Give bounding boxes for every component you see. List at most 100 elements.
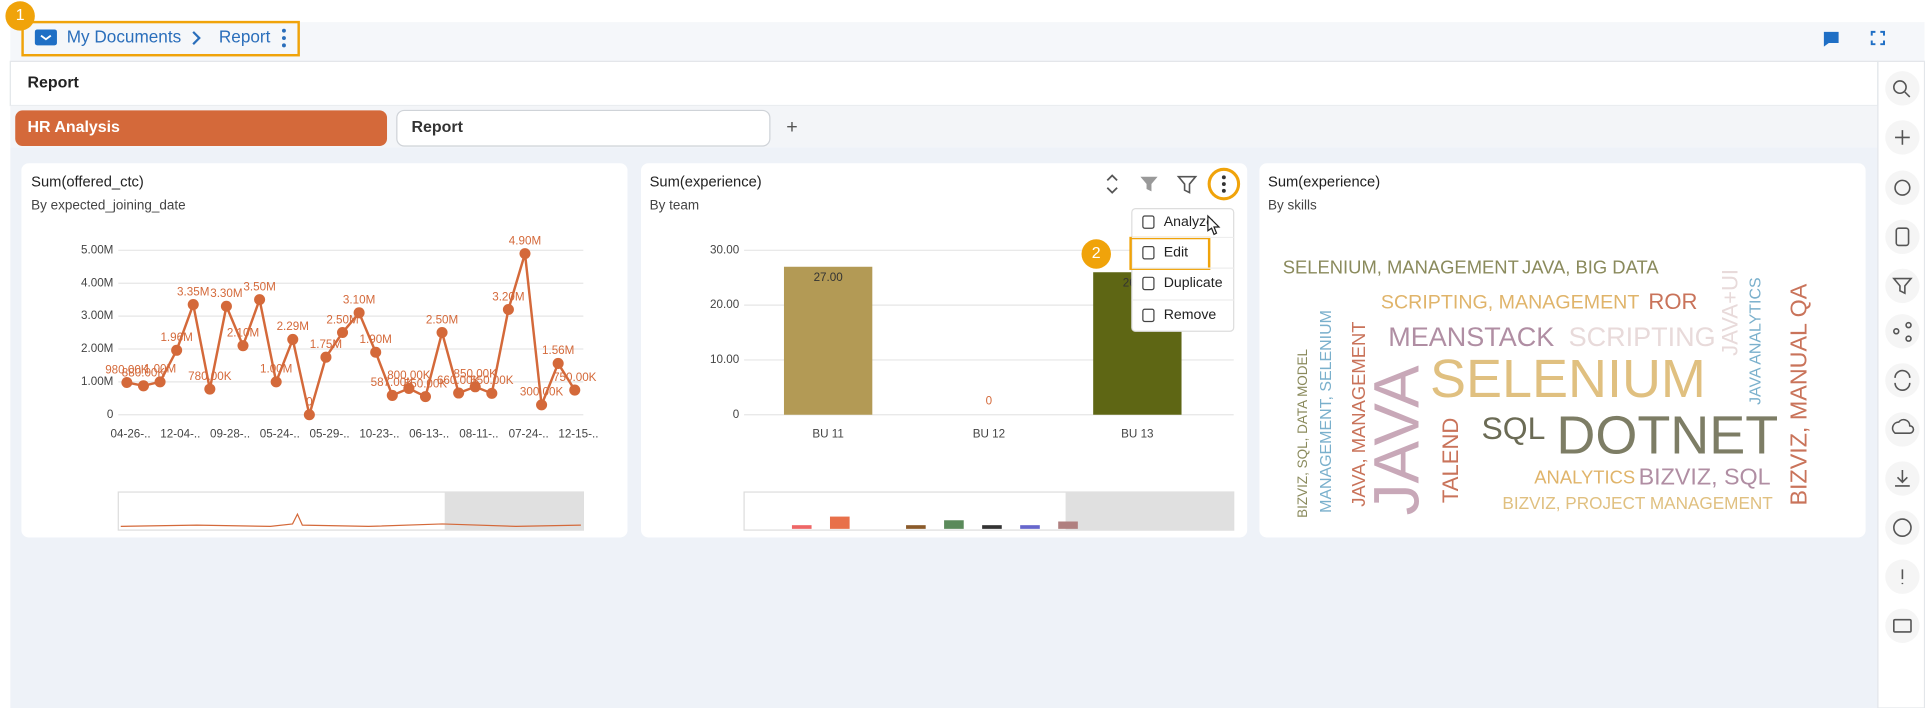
data-label: 0 xyxy=(986,394,993,407)
point xyxy=(220,300,232,312)
word: JAVA xyxy=(1361,365,1433,516)
data-label: 2.10M xyxy=(227,326,259,339)
y-tick-label: 30.00 xyxy=(710,243,740,256)
menu-item[interactable]: Analyze xyxy=(1164,213,1214,229)
badge-label: 1 xyxy=(16,7,25,24)
point xyxy=(469,381,481,393)
point xyxy=(419,391,431,403)
overlay: Analyze Edit Duplicate Remove 2 xyxy=(1081,207,1235,332)
breadcrumb-root[interactable]: My Documents xyxy=(67,27,181,47)
point xyxy=(386,389,398,401)
point xyxy=(187,299,199,311)
line xyxy=(126,253,576,416)
filter-view-icon[interactable] xyxy=(1140,176,1158,192)
data-label: 1.96M xyxy=(160,331,192,344)
widget xyxy=(21,163,628,538)
highlight-box xyxy=(21,20,300,57)
point xyxy=(121,376,133,389)
add-tab[interactable]: + xyxy=(786,116,797,138)
point xyxy=(370,346,382,358)
word: ROR xyxy=(1648,289,1697,314)
data-label: 3.50M xyxy=(243,280,275,293)
filter-icon[interactable] xyxy=(1176,175,1198,194)
widget-title: Sum(experience) xyxy=(650,175,762,191)
word: SCRIPTING, MANAGEMENT xyxy=(1381,291,1639,313)
point xyxy=(436,327,448,339)
data-label: 1.00M xyxy=(260,363,292,376)
navigator-line xyxy=(120,512,581,528)
data-label: 850.00K xyxy=(454,368,498,381)
top-bar xyxy=(10,22,1925,62)
point xyxy=(303,409,315,421)
data-label: 4.90M xyxy=(509,234,541,247)
menu-item[interactable]: Edit xyxy=(1164,244,1188,260)
y-tick-label: 20.00 xyxy=(710,298,740,311)
menu-icon xyxy=(1142,246,1155,260)
data-label: 27.00 xyxy=(814,271,844,284)
point xyxy=(536,399,548,411)
breadcrumb-menu[interactable] xyxy=(281,28,286,48)
folder-icon[interactable] xyxy=(34,29,57,46)
point xyxy=(519,248,531,260)
point xyxy=(254,294,266,306)
point xyxy=(453,387,465,399)
point xyxy=(502,303,514,316)
menu-item[interactable]: Duplicate xyxy=(1164,274,1223,290)
word: ANALYTICS xyxy=(1534,466,1635,487)
point xyxy=(237,340,249,352)
widget-title: Sum(experience) xyxy=(1268,175,1380,191)
word: SELENIUM xyxy=(1430,349,1706,409)
data-label: 2.29M xyxy=(277,320,309,333)
widget-subtitle: By skills xyxy=(1268,198,1317,213)
data-label: 1.56M xyxy=(542,344,574,357)
badge-label: 2 xyxy=(1092,245,1101,262)
menu-icon xyxy=(1142,215,1155,229)
point xyxy=(171,344,183,356)
x-tick-label: BU 13 xyxy=(1121,427,1153,440)
widget-subtitle: By team xyxy=(650,198,699,213)
data-label: 880.00K xyxy=(122,367,166,380)
menu-icon xyxy=(1142,308,1155,323)
menu-item[interactable]: Remove xyxy=(1164,306,1217,322)
data-label: 1.90M xyxy=(360,333,392,346)
sort-icon[interactable] xyxy=(1106,174,1118,194)
fullscreen-icon[interactable] xyxy=(1870,30,1885,46)
data-label: 980.00K xyxy=(105,363,149,376)
data-label: 1.75M xyxy=(310,338,342,351)
data-label: 0 xyxy=(306,396,313,409)
tab-active[interactable] xyxy=(15,110,388,147)
tab-label[interactable]: HR Analysis xyxy=(27,119,120,136)
point xyxy=(137,380,149,392)
y-tick-label: 0 xyxy=(733,408,740,421)
sidebar-icons[interactable] xyxy=(1885,71,1920,643)
badge xyxy=(5,1,35,31)
navigator-window[interactable] xyxy=(1065,492,1234,531)
point xyxy=(486,387,498,399)
data-label: 587.00K xyxy=(371,376,415,389)
data-label: 3.30M xyxy=(210,287,242,300)
point xyxy=(270,376,282,388)
y-tick-label: 5.00M xyxy=(81,243,113,256)
word: BIZVIZ, MANUAL QA xyxy=(1786,283,1812,505)
point xyxy=(403,382,415,394)
menu-icon xyxy=(1142,276,1155,291)
widget-title: Sum(offered_ctc) xyxy=(31,175,144,191)
x-tick-label: BU 11 xyxy=(812,427,844,440)
header-title: Report xyxy=(27,75,79,92)
navigator-window[interactable] xyxy=(444,492,584,531)
point xyxy=(320,351,332,363)
tab[interactable] xyxy=(396,109,771,147)
y-tick-label: 2.00M xyxy=(81,342,113,355)
bar xyxy=(783,266,873,415)
tab-label[interactable]: Report xyxy=(412,119,464,136)
data-label: 3.10M xyxy=(343,294,375,307)
y-tick-label: 0 xyxy=(107,408,114,421)
breadcrumb-current[interactable]: Report xyxy=(219,27,271,47)
comment-icon[interactable] xyxy=(1823,31,1839,47)
folder-chevron xyxy=(40,34,52,41)
y-tick-label: 3.00M xyxy=(81,309,113,322)
x-tick-label: 05-24-.. xyxy=(260,427,300,440)
point xyxy=(353,307,365,319)
widget-menu[interactable] xyxy=(1221,175,1226,193)
